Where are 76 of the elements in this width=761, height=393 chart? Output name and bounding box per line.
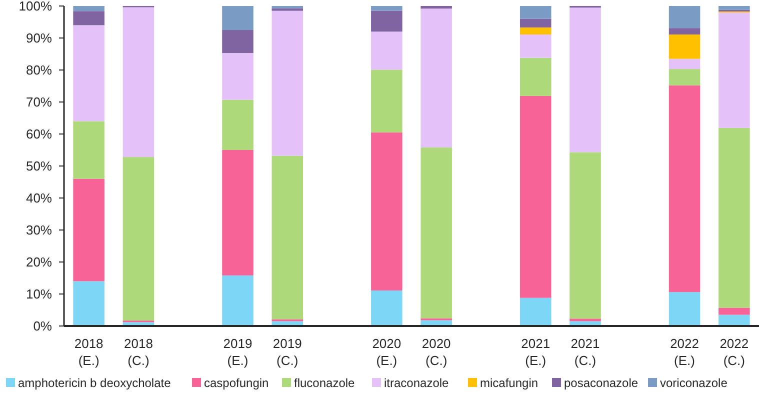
legend-label: fluconazole — [294, 376, 356, 390]
bar — [668, 292, 700, 326]
bar — [272, 10, 304, 156]
bar — [371, 10, 402, 32]
bar — [222, 100, 254, 150]
bar — [73, 6, 104, 12]
bar — [222, 150, 254, 276]
bar — [718, 308, 750, 315]
bar — [371, 32, 402, 70]
bar — [420, 8, 452, 148]
bar — [222, 30, 254, 54]
bar — [520, 58, 552, 96]
y-tick-label: 10% — [26, 286, 52, 302]
bar — [718, 12, 750, 128]
x-tick-label: 2022 (C.) — [720, 336, 749, 368]
x-tick-label: 2021 (E.) — [521, 336, 550, 368]
bar — [520, 298, 552, 326]
bar — [570, 318, 601, 322]
y-tick-label: 60% — [26, 126, 52, 142]
bar — [520, 27, 552, 34]
bar — [272, 8, 304, 11]
legend-label: posaconazole — [564, 376, 638, 390]
bar — [520, 34, 552, 58]
legend-label: amphotericin b deoxycholate — [18, 376, 172, 390]
bar — [718, 314, 750, 326]
y-tick-label: 50% — [26, 158, 52, 174]
bar — [718, 128, 750, 308]
bar — [420, 147, 452, 318]
bar — [668, 69, 700, 86]
bar — [73, 281, 104, 326]
bar — [420, 6, 452, 9]
bar — [222, 53, 254, 100]
y-tick-label: 90% — [26, 30, 52, 46]
x-tick-label: 2018 (C.) — [124, 336, 153, 368]
y-tick-label: 0% — [33, 318, 52, 334]
bar — [520, 18, 552, 28]
bar — [122, 157, 154, 321]
bar — [272, 156, 304, 320]
bar — [570, 152, 601, 319]
x-tick-label: 2019 (E.) — [223, 336, 252, 368]
legend-label: caspofungin — [204, 376, 269, 390]
bar — [73, 11, 104, 26]
bar — [668, 6, 700, 28]
x-tick-label: 2020 (E.) — [372, 336, 402, 368]
bar — [371, 290, 402, 326]
x-tick-label: 2018 (E.) — [74, 336, 104, 368]
bar — [668, 85, 700, 292]
bar — [520, 6, 552, 19]
y-tick-label: 20% — [26, 254, 52, 270]
x-tick-label: 2022 (E.) — [670, 336, 699, 368]
bar — [570, 8, 601, 152]
bar — [668, 28, 700, 34]
legend-label: micafungin — [480, 376, 538, 390]
bar — [122, 7, 154, 158]
legend-label: itraconazole — [384, 376, 450, 390]
y-tick-label: 100% — [18, 0, 52, 14]
x-tick-label: 2020 (C.) — [422, 336, 451, 368]
x-tick-label: 2021 (C.) — [570, 336, 600, 368]
bar — [718, 6, 750, 10]
bar — [73, 121, 104, 179]
bar — [222, 275, 254, 326]
x-tick-label: 2019 (C.) — [272, 336, 302, 368]
y-tick-label: 30% — [26, 222, 52, 238]
bar — [371, 6, 402, 11]
legend-label: voriconazole — [660, 376, 728, 390]
bar — [668, 34, 700, 59]
y-tick-label: 40% — [26, 190, 52, 206]
bar — [520, 96, 552, 298]
bar — [222, 6, 254, 30]
bar — [371, 132, 402, 290]
y-tick-label: 80% — [26, 62, 52, 78]
y-tick-label: 70% — [26, 94, 52, 110]
bar — [73, 178, 104, 282]
bar — [73, 25, 104, 122]
bar — [668, 58, 700, 70]
bar — [371, 70, 402, 132]
